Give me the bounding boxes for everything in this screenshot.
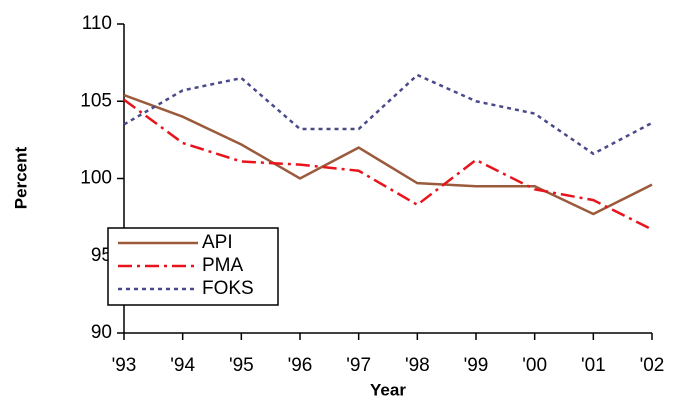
x-axis-label: Year	[370, 380, 406, 399]
y-tick-label: 90	[91, 322, 112, 343]
y-tick-label: 105	[80, 90, 112, 111]
x-tick-label: '94	[170, 355, 195, 376]
x-tick-label: '96	[288, 355, 313, 376]
legend-label: FOKS	[202, 278, 254, 299]
legend-label: PMA	[202, 255, 244, 276]
line-series	[123, 93, 653, 216]
y-axis-label: Percent	[11, 146, 30, 209]
x-tick-label: '01	[581, 355, 606, 376]
x-tick-label: '99	[464, 355, 489, 376]
x-tick-label: '97	[346, 355, 371, 376]
legend-label: API	[202, 232, 233, 253]
x-tick-label: '93	[112, 355, 137, 376]
x-tick-label: '98	[405, 355, 430, 376]
line-series	[123, 98, 653, 231]
x-tick-label: '95	[229, 355, 254, 376]
line-series	[123, 73, 653, 156]
y-tick-label: 100	[80, 168, 112, 189]
y-tick-label: 110	[82, 13, 112, 34]
x-tick-label: '02	[640, 355, 665, 376]
x-tick-label: '00	[522, 355, 547, 376]
y-tick-label: 95	[91, 245, 112, 266]
